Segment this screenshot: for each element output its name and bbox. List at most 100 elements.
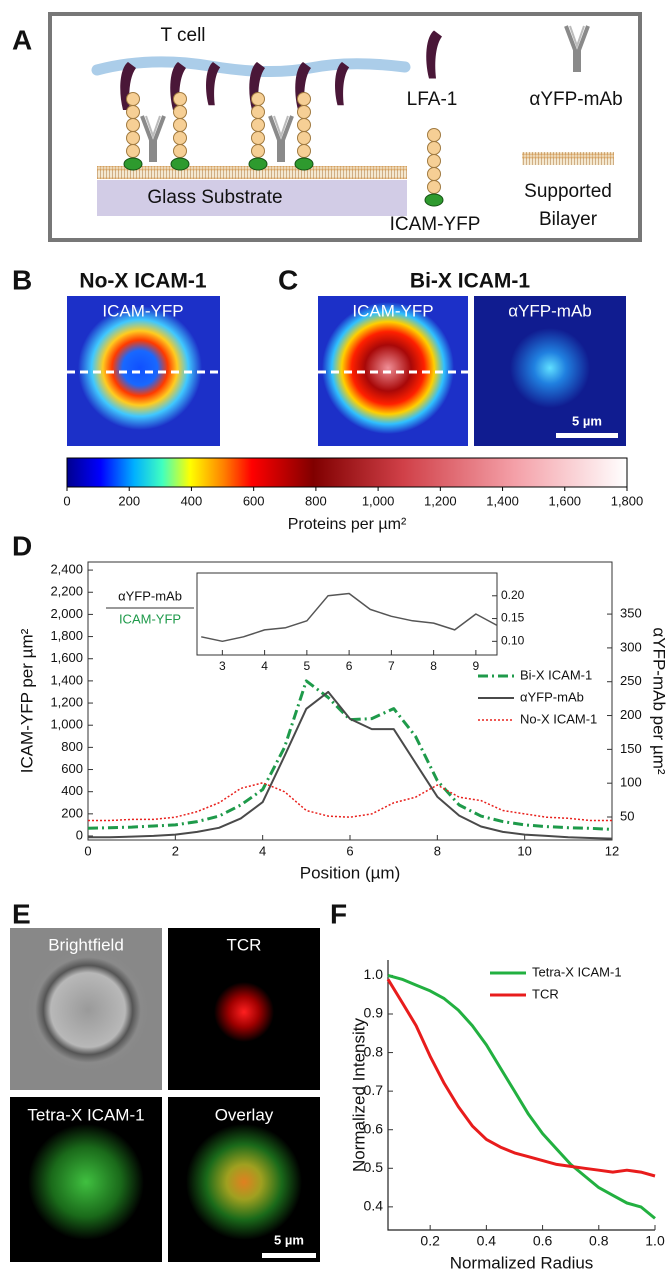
legend-label: αYFP-mAb — [520, 689, 584, 704]
y-tick-label: 1,000 — [50, 717, 83, 732]
x-tick-label: 1,000 — [362, 493, 395, 508]
axes — [387, 960, 655, 1231]
x-tick-label: 2 — [172, 843, 179, 858]
y2-tick-label: 150 — [620, 741, 642, 756]
image-signal — [186, 1124, 302, 1240]
x-tick-label: 600 — [243, 493, 265, 508]
panel-label: E — [12, 898, 31, 929]
x-tick-label: 0.6 — [533, 1233, 553, 1249]
substrate-label: Glass Substrate — [147, 187, 282, 208]
image-label: ICAM-YFP — [352, 301, 433, 320]
x-axis-label: Normalized Radius — [450, 1253, 594, 1270]
x-tick-label: 8 — [434, 843, 441, 858]
x-tick-label: 12 — [605, 843, 619, 858]
legend-label: Bi-X ICAM-1 — [520, 667, 592, 682]
y2-tick-label: 200 — [620, 707, 642, 722]
scale-bar — [556, 433, 618, 438]
bilayer-legend-icon — [522, 152, 614, 165]
y-tick-label: 0.7 — [364, 1082, 384, 1098]
x-tick-label: 1,200 — [424, 493, 457, 508]
data-line — [88, 690, 613, 840]
y-tick-label: 0.20 — [501, 588, 525, 602]
y-tick-label: 200 — [61, 805, 83, 820]
bilayer-label: Bilayer — [539, 209, 598, 230]
panel-label: A — [12, 24, 32, 55]
y-tick-label: 0.10 — [501, 634, 525, 648]
data-line — [387, 973, 656, 1220]
x-tick-label: 1.0 — [645, 1233, 665, 1249]
legend-label: TCR — [532, 986, 559, 1001]
y-tick-label: 2,200 — [50, 584, 83, 599]
panel-label: B — [12, 264, 32, 295]
x-tick-label: 6 — [346, 659, 353, 673]
data-line — [87, 679, 613, 831]
y-tick-label: 0.5 — [364, 1159, 384, 1175]
x-tick-label: 0 — [63, 493, 70, 508]
scale-bar-label: 5 µm — [274, 1232, 304, 1247]
x-tick-label: 10 — [517, 843, 531, 858]
antibody-label: αYFP-mAb — [529, 89, 622, 110]
image-signal — [322, 302, 454, 434]
y-axis-label: ICAM-YFP — [119, 611, 181, 626]
y2-tick-label: 50 — [620, 808, 634, 823]
data-line — [201, 592, 498, 643]
y-tick-label: 1,800 — [50, 628, 83, 643]
y-axis-label: Normalized Intensity — [349, 1018, 368, 1173]
image-label: Tetra-X ICAM-1 — [27, 1105, 144, 1124]
panel-title: Bi-X ICAM-1 — [410, 270, 530, 293]
panel-label: C — [278, 264, 298, 295]
x-tick-label: 3 — [219, 659, 226, 673]
lfa-label: LFA-1 — [407, 89, 458, 110]
data-line — [386, 978, 656, 1178]
image-label: ICAM-YFP — [102, 301, 183, 320]
scale-bar — [262, 1253, 316, 1258]
x-tick-label: 6 — [346, 843, 353, 858]
y-tick-label: 0.4 — [364, 1198, 384, 1214]
y2-tick-label: 300 — [620, 639, 642, 654]
y-tick-label: 1.0 — [364, 966, 384, 982]
x-tick-label: 800 — [305, 493, 327, 508]
y-tick-label: 0.6 — [364, 1120, 384, 1136]
image-signal — [26, 948, 150, 1072]
image-signal — [28, 1124, 144, 1240]
cell-label: T cell — [160, 25, 205, 46]
image-label: Overlay — [215, 1105, 274, 1124]
glass — [97, 180, 407, 216]
colorbar — [66, 457, 628, 488]
x-tick-label: 200 — [118, 493, 140, 508]
y-tick-label: 1,200 — [50, 694, 83, 709]
x-tick-label: 1,400 — [486, 493, 519, 508]
x-tick-label: 8 — [430, 659, 437, 673]
x-tick-label: 4 — [259, 843, 266, 858]
y-tick-label: 0 — [76, 827, 83, 842]
image-label: TCR — [227, 935, 262, 954]
x-tick-label: 0.4 — [477, 1233, 497, 1249]
panel-label: D — [12, 530, 32, 561]
y-tick-label: 800 — [61, 739, 83, 754]
plot-frame — [196, 572, 498, 656]
image-signal — [214, 982, 274, 1042]
image-label: Brightfield — [48, 935, 124, 954]
x-tick-label: 0.2 — [420, 1233, 440, 1249]
panel-title: No-X ICAM-1 — [79, 270, 206, 293]
x-axis-label: Position (µm) — [300, 863, 400, 882]
x-tick-label: 7 — [388, 659, 395, 673]
image-signal — [510, 328, 590, 408]
panel-label: F — [330, 898, 347, 929]
y-tick-label: 2,000 — [50, 606, 83, 621]
bilayer-label: Supported — [524, 181, 612, 202]
image-label: αYFP-mAb — [508, 301, 592, 320]
legend-label: Tetra-X ICAM-1 — [532, 964, 622, 979]
x-tick-label: 4 — [261, 659, 268, 673]
x-tick-label: 5 — [304, 659, 311, 673]
x-axis-label: Proteins per µm² — [288, 516, 407, 533]
y-tick-label: 600 — [61, 761, 83, 776]
y-axis-label: αYFP-mAb — [118, 588, 182, 603]
y-tick-label: 0.15 — [501, 611, 525, 625]
y-tick-label: 0.9 — [364, 1005, 384, 1021]
y-tick-label: 400 — [61, 783, 83, 798]
y-tick-label: 2,400 — [50, 562, 83, 577]
